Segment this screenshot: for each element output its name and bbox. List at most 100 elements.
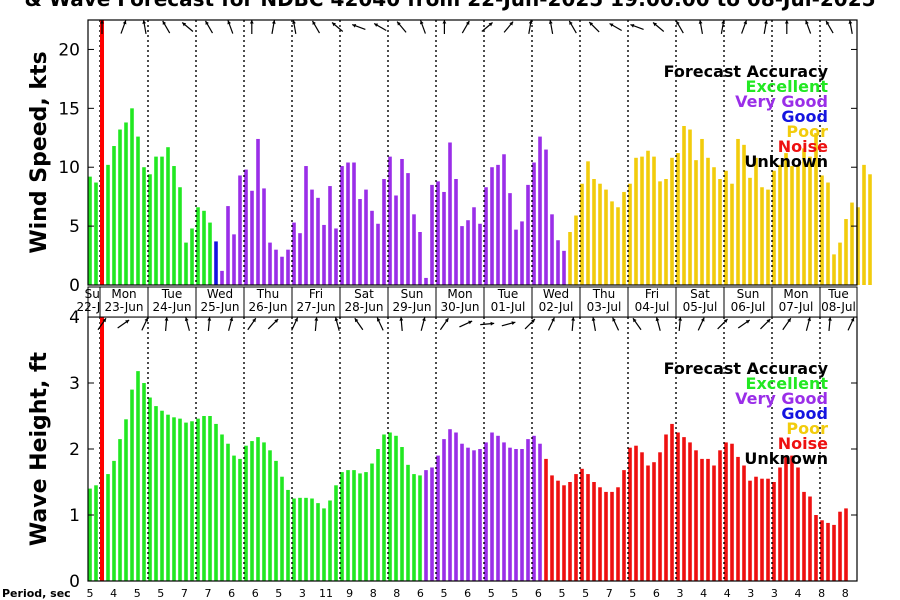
bar: [328, 186, 332, 285]
day-of-week-label: Mon: [783, 287, 808, 301]
bar: [598, 183, 602, 285]
period-value: 5: [559, 587, 566, 600]
arrow-head: [528, 20, 533, 24]
bar: [196, 418, 200, 581]
direction-arrow-icon: [591, 317, 597, 331]
period-value: 11: [319, 587, 333, 600]
bar: [700, 458, 704, 581]
bar: [418, 475, 422, 581]
direction-arrow-icon: [420, 20, 426, 34]
y-tick-label: 4: [69, 308, 80, 328]
period-value: 5: [134, 587, 141, 600]
bar: [634, 445, 638, 581]
arrow-head: [698, 20, 703, 24]
y-tick-label: 5: [69, 217, 80, 237]
day-cell: [99, 286, 149, 318]
day-cell: [435, 286, 485, 318]
bar: [658, 452, 662, 581]
bar: [370, 210, 374, 285]
direction-arrow-icon: [698, 20, 704, 34]
bar: [262, 442, 266, 581]
day-of-week-label: Wed: [207, 287, 233, 301]
bar: [442, 439, 446, 581]
bar: [394, 435, 398, 581]
day-date-label: 02-Jul: [539, 300, 574, 314]
direction-arrow-icon: [547, 317, 555, 331]
arrow-head: [271, 20, 276, 24]
bar: [556, 480, 560, 581]
bar: [802, 148, 806, 285]
bar: [754, 157, 758, 285]
bar: [778, 467, 782, 581]
bar: [676, 153, 680, 285]
bar: [388, 156, 392, 285]
bar: [688, 129, 692, 285]
arrow-head: [630, 24, 635, 28]
bar: [718, 450, 722, 581]
arrow-head: [787, 318, 791, 323]
bar: [130, 108, 134, 285]
bar: [274, 460, 278, 581]
bar: [784, 455, 788, 581]
arrow-head: [764, 20, 768, 24]
day-date-label: 25-Jun: [200, 300, 239, 314]
day-date-label: 27-Jun: [296, 300, 335, 314]
bar: [292, 498, 296, 581]
arrow-head: [125, 319, 130, 324]
bar: [610, 491, 614, 581]
bar: [646, 150, 650, 285]
direction-arrow-icon: [291, 317, 299, 331]
arrow-head: [850, 317, 855, 322]
bar: [280, 256, 284, 285]
arrow-head: [612, 317, 616, 322]
bar: [328, 500, 332, 581]
bar: [586, 474, 590, 581]
bar: [106, 164, 110, 285]
arrow-head: [700, 317, 705, 322]
arrow-head: [551, 317, 555, 322]
arrow-head: [488, 22, 493, 27]
bar: [694, 450, 698, 581]
arrow-head: [490, 321, 495, 326]
day-date-label: 28-Jun: [344, 300, 383, 314]
bar: [322, 224, 326, 285]
plot-frame: [87, 19, 858, 286]
bar: [142, 167, 146, 285]
bar: [322, 508, 326, 581]
bar: [634, 157, 638, 285]
direction-arrow-icon: [760, 318, 771, 330]
bar: [412, 474, 416, 581]
legend-title: Forecast Accuracy: [664, 359, 829, 378]
bar: [268, 242, 272, 285]
direction-arrow-icon: [737, 319, 751, 329]
chart-title: & Wave Forecast for NDBC 42040 from 22-J…: [24, 0, 875, 11]
bar: [598, 487, 602, 581]
arrow-head: [569, 20, 573, 25]
bar: [256, 138, 260, 285]
bar: [190, 228, 194, 285]
direction-arrow-icon: [396, 21, 407, 33]
arrow-head: [653, 22, 657, 27]
bar: [154, 406, 158, 581]
direction-arrow-icon: [503, 21, 514, 33]
direction-arrow-icon: [271, 20, 276, 34]
bar: [436, 455, 440, 581]
bar: [706, 458, 710, 581]
bar: [112, 460, 116, 581]
bar: [346, 162, 350, 285]
bar: [532, 162, 536, 285]
day-of-week-label: Sat: [354, 287, 374, 301]
arrow-head: [468, 320, 473, 325]
bar: [190, 421, 194, 581]
bar: [568, 482, 572, 581]
arrow-head: [571, 317, 576, 321]
bar: [202, 416, 206, 581]
bar: [166, 147, 170, 285]
direction-arrow-icon: [141, 317, 149, 331]
arrow-head: [205, 20, 209, 25]
bar: [454, 179, 458, 285]
direction-arrow-icon: [655, 317, 661, 331]
period-value: 7: [606, 587, 613, 600]
direction-arrow-icon: [227, 20, 234, 34]
bar: [94, 182, 98, 285]
